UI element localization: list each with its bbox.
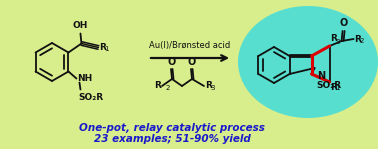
Text: 1: 1 bbox=[336, 85, 340, 91]
Text: Au(I)/Brønsted acid: Au(I)/Brønsted acid bbox=[149, 41, 231, 50]
Text: 2: 2 bbox=[166, 85, 170, 91]
Text: 3: 3 bbox=[210, 85, 214, 91]
Text: SO₂R: SO₂R bbox=[79, 93, 104, 101]
Text: R: R bbox=[355, 35, 361, 44]
Text: O: O bbox=[187, 57, 196, 67]
Text: R: R bbox=[331, 83, 338, 92]
Text: 1: 1 bbox=[104, 46, 108, 52]
Text: 23 examples; 51-90% yield: 23 examples; 51-90% yield bbox=[94, 134, 250, 144]
Text: One-pot, relay catalytic process: One-pot, relay catalytic process bbox=[79, 123, 265, 133]
Text: 2: 2 bbox=[359, 38, 364, 44]
Text: OH: OH bbox=[73, 21, 88, 31]
Text: R: R bbox=[205, 82, 212, 90]
Text: 3: 3 bbox=[336, 39, 340, 45]
Text: R: R bbox=[331, 34, 338, 43]
Text: SO₂R: SO₂R bbox=[317, 81, 342, 90]
Text: O: O bbox=[339, 18, 348, 28]
Text: R: R bbox=[99, 42, 106, 52]
Text: NH: NH bbox=[77, 74, 93, 83]
Text: R: R bbox=[154, 82, 161, 90]
Text: N: N bbox=[318, 71, 326, 81]
Text: O: O bbox=[167, 57, 176, 67]
Ellipse shape bbox=[238, 6, 378, 118]
